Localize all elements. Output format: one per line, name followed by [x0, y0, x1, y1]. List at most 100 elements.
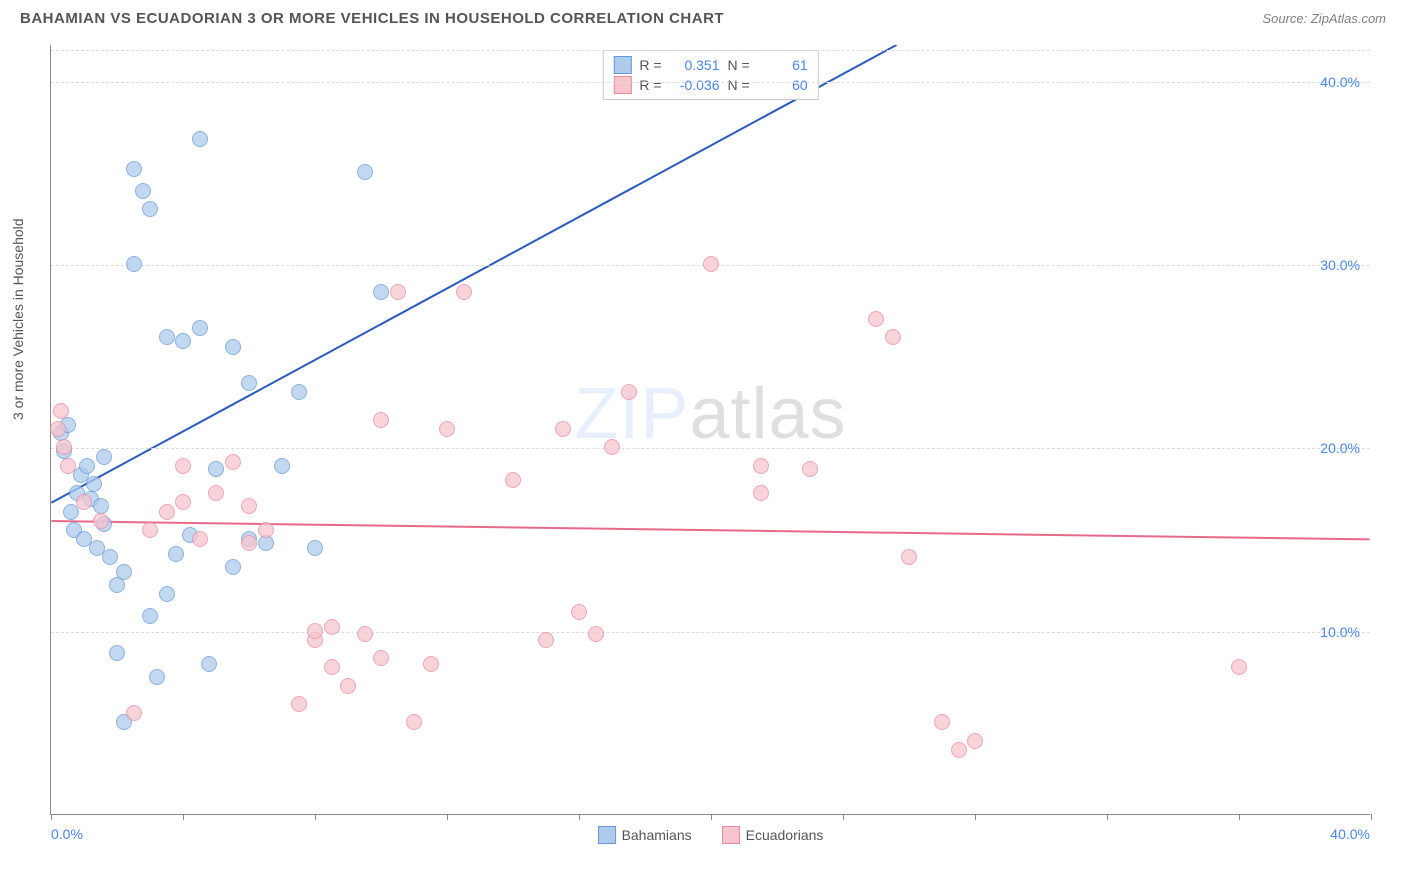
header: BAHAMIAN VS ECUADORIAN 3 OR MORE VEHICLE…: [0, 0, 1406, 32]
scatter-point: [324, 659, 340, 675]
scatter-point: [1231, 659, 1247, 675]
scatter-point: [505, 472, 521, 488]
x-tick: [711, 814, 712, 820]
chart-title: BAHAMIAN VS ECUADORIAN 3 OR MORE VEHICLE…: [20, 10, 724, 27]
scatter-point: [258, 522, 274, 538]
scatter-point: [192, 531, 208, 547]
r-value: -0.036: [670, 77, 720, 93]
scatter-point: [423, 656, 439, 672]
legend-item: Ecuadorians: [722, 826, 824, 844]
series-swatch: [613, 76, 631, 94]
scatter-point: [241, 498, 257, 514]
legend-swatch: [722, 826, 740, 844]
y-tick-label: 10.0%: [1320, 624, 1360, 640]
scatter-point: [373, 650, 389, 666]
scatter-point: [60, 458, 76, 474]
stats-box: R =0.351N =61R =-0.036N =60: [602, 50, 818, 100]
scatter-point: [390, 284, 406, 300]
y-tick-label: 30.0%: [1320, 257, 1360, 273]
scatter-point: [753, 458, 769, 474]
legend-label: Ecuadorians: [746, 827, 824, 843]
series-swatch: [613, 56, 631, 74]
scatter-point: [159, 329, 175, 345]
scatter-point: [149, 669, 165, 685]
scatter-point: [76, 494, 92, 510]
scatter-point: [951, 742, 967, 758]
scatter-point: [168, 546, 184, 562]
scatter-point: [291, 384, 307, 400]
scatter-point: [142, 201, 158, 217]
scatter-point: [357, 164, 373, 180]
gridline: [51, 632, 1370, 633]
n-label: N =: [728, 57, 750, 73]
scatter-point: [621, 384, 637, 400]
scatter-point: [201, 656, 217, 672]
scatter-point: [192, 320, 208, 336]
legend: Bahamians Ecuadorians: [598, 826, 824, 844]
scatter-point: [175, 494, 191, 510]
x-tick: [51, 814, 52, 820]
scatter-point: [142, 522, 158, 538]
scatter-point: [126, 161, 142, 177]
scatter-point: [126, 705, 142, 721]
scatter-point: [225, 559, 241, 575]
x-tick: [579, 814, 580, 820]
scatter-point: [588, 626, 604, 642]
r-label: R =: [639, 77, 661, 93]
scatter-point: [208, 485, 224, 501]
scatter-point: [159, 586, 175, 602]
scatter-point: [53, 403, 69, 419]
legend-label: Bahamians: [622, 827, 692, 843]
trend-lines: [51, 45, 1370, 814]
x-tick: [975, 814, 976, 820]
r-label: R =: [639, 57, 661, 73]
scatter-point: [439, 421, 455, 437]
scatter-point: [93, 498, 109, 514]
scatter-point: [274, 458, 290, 474]
scatter-point: [604, 439, 620, 455]
gridline: [51, 82, 1370, 83]
scatter-point: [307, 540, 323, 556]
x-tick: [447, 814, 448, 820]
n-label: N =: [728, 77, 750, 93]
stats-row: R =-0.036N =60: [613, 75, 807, 95]
gridline: [51, 448, 1370, 449]
scatter-point: [307, 623, 323, 639]
scatter-point: [159, 504, 175, 520]
scatter-point: [96, 449, 112, 465]
scatter-point: [934, 714, 950, 730]
x-tick: [843, 814, 844, 820]
y-tick-label: 20.0%: [1320, 440, 1360, 456]
y-axis-label: 3 or more Vehicles in Household: [10, 218, 26, 420]
scatter-point: [208, 461, 224, 477]
scatter-point: [79, 458, 95, 474]
scatter-point: [373, 284, 389, 300]
scatter-point: [802, 461, 818, 477]
scatter-point: [967, 733, 983, 749]
x-axis-min-label: 0.0%: [51, 826, 83, 842]
scatter-point: [192, 131, 208, 147]
scatter-point: [885, 329, 901, 345]
scatter-point: [225, 339, 241, 355]
scatter-point: [703, 256, 719, 272]
scatter-point: [868, 311, 884, 327]
r-value: 0.351: [670, 57, 720, 73]
scatter-point: [571, 604, 587, 620]
scatter-point: [340, 678, 356, 694]
scatter-point: [324, 619, 340, 635]
x-tick: [315, 814, 316, 820]
scatter-point: [901, 549, 917, 565]
scatter-point: [142, 608, 158, 624]
scatter-point: [56, 439, 72, 455]
legend-item: Bahamians: [598, 826, 692, 844]
legend-swatch: [598, 826, 616, 844]
scatter-point: [406, 714, 422, 730]
scatter-point: [50, 421, 66, 437]
scatter-point: [753, 485, 769, 501]
scatter-point: [241, 535, 257, 551]
scatter-point: [126, 256, 142, 272]
stats-row: R =0.351N =61: [613, 55, 807, 75]
scatter-point: [241, 375, 257, 391]
scatter-point: [93, 513, 109, 529]
y-tick-label: 40.0%: [1320, 74, 1360, 90]
